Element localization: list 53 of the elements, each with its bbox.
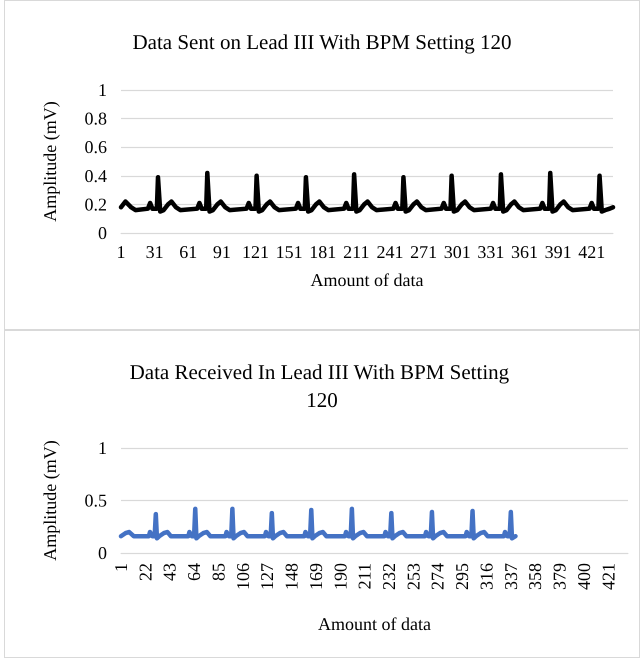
x-tick-label: 190 — [330, 563, 350, 590]
x-tick-label: 295 — [452, 563, 472, 590]
x-tick-label: 271 — [410, 242, 438, 262]
x-tick-label: 91 — [212, 242, 231, 262]
y-tick-label: 0.4 — [84, 166, 107, 186]
x-tick-label: 127 — [257, 563, 278, 590]
y-tick-label: 0.8 — [84, 108, 107, 129]
x-axis-title: Amount of data — [310, 270, 424, 290]
x-tick-label: 181 — [309, 242, 336, 262]
x-tick-label: 421 — [578, 242, 606, 262]
x-tick-label: 379 — [550, 563, 570, 590]
x-tick-label: 337 — [500, 563, 521, 590]
x-tick-label: 43 — [160, 563, 180, 581]
x-tick-label: 358 — [525, 563, 546, 590]
y-tick-label: 0.6 — [84, 137, 107, 158]
y-axis-title: Amplitude (mV) — [40, 440, 60, 561]
x-tick-label: 400 — [574, 563, 594, 590]
y-tick-label: 0 — [98, 223, 107, 243]
x-tick-label: 64 — [184, 563, 204, 581]
y-axis-title: Amplitude (mV) — [40, 101, 60, 222]
x-tick-label: 151 — [276, 242, 303, 262]
x-tick-label: 421 — [598, 563, 618, 590]
x-tick-label: 253 — [403, 563, 424, 590]
x-tick-label: 211 — [354, 563, 375, 590]
x-axis-title: Amount of data — [318, 614, 431, 634]
x-tick-label: 391 — [544, 242, 572, 262]
y-tick-label: 1 — [98, 80, 107, 100]
line-series — [118, 506, 518, 541]
x-tick-label: 121 — [242, 242, 269, 262]
x-tick-label: 1 — [111, 563, 131, 572]
y-tick-label: 0 — [98, 543, 107, 563]
x-tick-label: 211 — [343, 242, 370, 262]
x-tick-label: 232 — [379, 563, 399, 590]
chart-title: Data Received In Lead III With BPM Setting 120 — [130, 360, 514, 412]
x-tick-label: 301 — [444, 242, 471, 262]
x-tick-label: 169 — [306, 563, 326, 590]
x-tick-label: 316 — [476, 563, 496, 590]
x-tick-label: 241 — [376, 242, 404, 262]
y-tick-label: 0.2 — [84, 194, 107, 214]
y-tick-label: 0.5 — [84, 490, 107, 510]
x-tick-label: 274 — [428, 563, 448, 590]
x-tick-label: 106 — [232, 563, 253, 590]
y-tick-label: 1 — [98, 438, 107, 458]
x-tick-label: 85 — [208, 563, 228, 581]
x-tick-label: 31 — [146, 242, 164, 262]
x-tick-label: 22 — [135, 563, 156, 581]
line-series — [118, 170, 616, 214]
x-tick-label: 331 — [477, 242, 504, 262]
x-tick-label: 1 — [116, 242, 126, 262]
chart-title: Data Sent on Lead III With BPM Setting 120 — [132, 30, 512, 54]
x-tick-label: 361 — [510, 242, 538, 262]
x-tick-label: 61 — [179, 242, 198, 262]
x-tick-label: 148 — [282, 563, 302, 590]
